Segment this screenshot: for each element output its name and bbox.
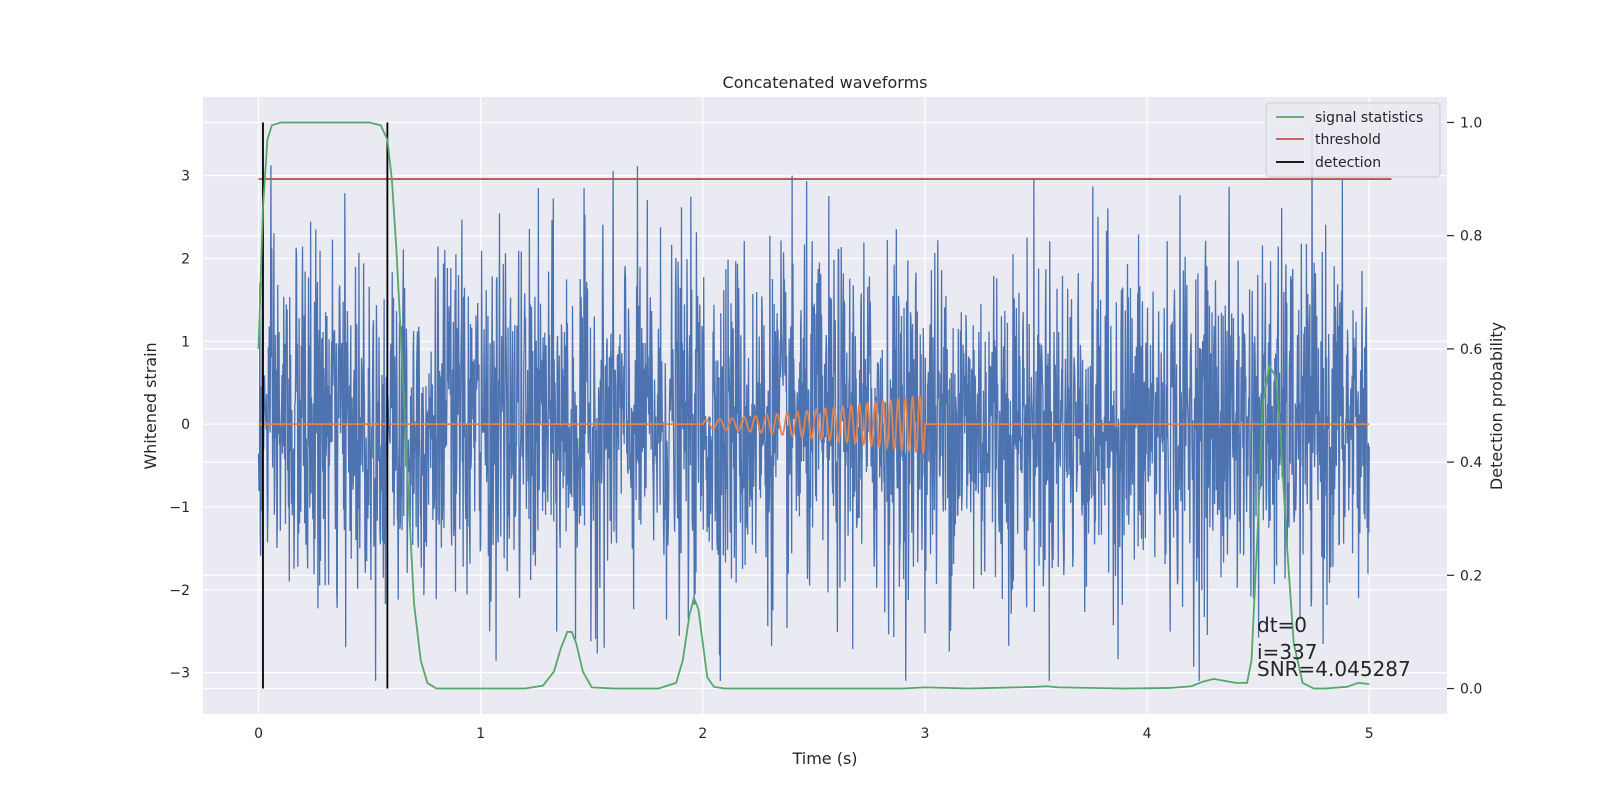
y-tick-label-3: 0 [181,417,190,433]
template-chirp-line [258,393,1370,456]
chart-title: Concatenated waveforms [723,73,928,92]
y2-tick-label-4: 0.8 [1460,229,1482,245]
annotation-dt: dt=0 [1257,613,1307,637]
y2-tick-label-1: 0.2 [1460,568,1482,584]
x-ticks: 0 1 2 3 4 5 [254,726,1374,742]
annotation-snr: SNR=4.045287 [1257,657,1411,681]
legend: signal statistics threshold detection [1265,102,1441,178]
y-tick-label-1: −2 [169,583,190,599]
y-tick-label-5: 2 [181,251,190,267]
strain-noise-line [257,125,1370,681]
y2-tick-label-5: 1.0 [1460,115,1482,131]
y-tick-label-2: −1 [169,500,190,516]
y-axis-label: Whitened strain [141,342,160,469]
y-tick-label-4: 1 [181,334,190,350]
y2-tick-label-2: 0.4 [1460,455,1482,471]
y2-tick-label-3: 0.6 [1460,342,1482,358]
y-tick-label-0: −3 [169,666,190,682]
y2-axis-label: Detection probability [1487,322,1506,490]
legend-box [1265,102,1441,178]
signal-statistics-line [257,121,1370,690]
legend-label-signal-statistics: signal statistics [1315,110,1423,126]
x-tick-label-1: 1 [476,726,485,742]
x-tick-label-2: 2 [698,726,707,742]
annotation-index: i=337 [1257,640,1318,664]
x-tick-label-3: 3 [921,726,930,742]
legend-label-threshold: threshold [1315,132,1381,148]
legend-label-detection: detection [1315,155,1381,171]
y-tick-label-6: 3 [181,169,190,185]
y-ticks-right: 0.0 0.2 0.4 0.6 0.8 1.0 [1447,115,1482,698]
annotation: dt=0 i=337 SNR=4.045287 [1257,613,1411,681]
y2-tick-label-0: 0.0 [1460,682,1482,698]
x-tick-label-4: 4 [1143,726,1152,742]
x-axis-label: Time (s) [791,749,857,768]
x-tick-label-5: 5 [1365,726,1374,742]
x-tick-label-0: 0 [254,726,263,742]
y-ticks-left: −3 −2 −1 0 1 2 3 [169,169,190,682]
